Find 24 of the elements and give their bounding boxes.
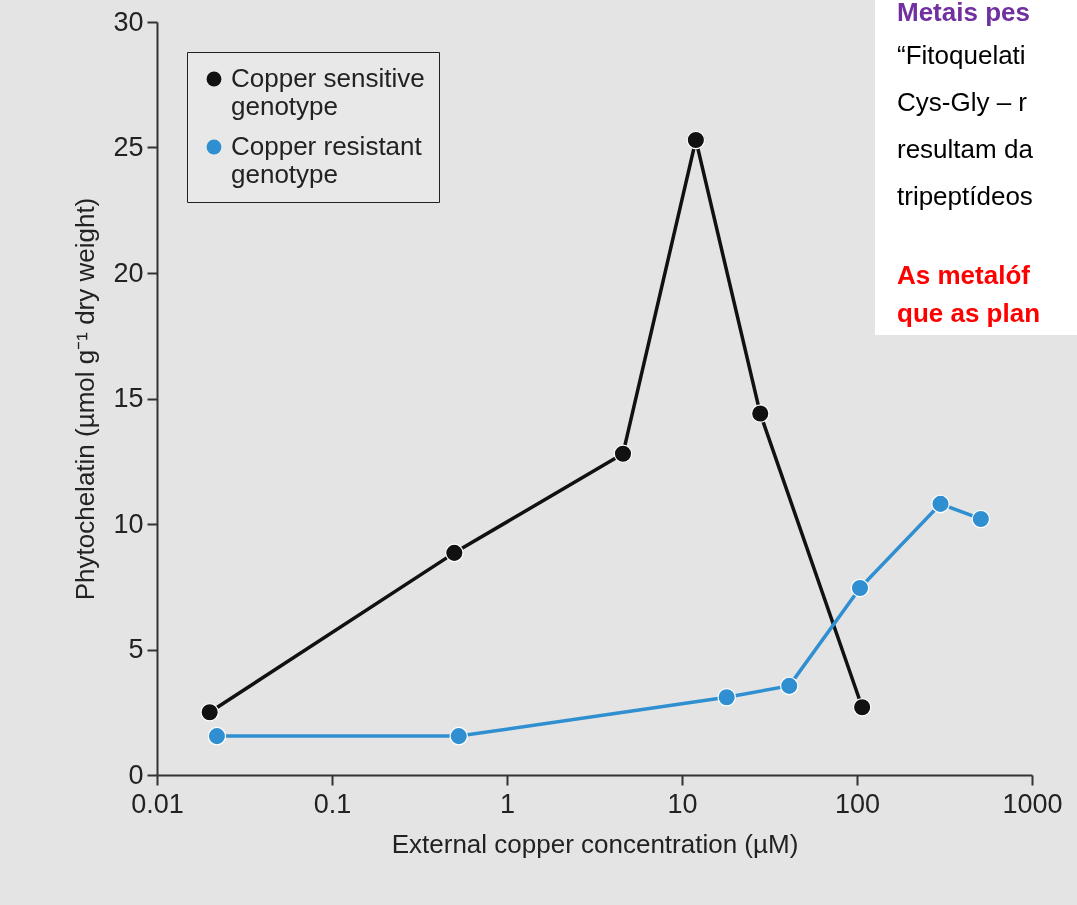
annotation: As metalóf [897,259,1031,292]
x-tick-label: 0.01 [131,788,184,819]
annotation: resultam da [897,133,1034,166]
legend-label: Copper resistant genotype [231,131,423,189]
y-tick-label: 20 [113,257,144,288]
x-tick-label: 100 [834,788,881,819]
y-tick-label: 30 [113,6,144,37]
annotation: que as plan [897,297,1042,330]
x-axis-title: External copper concentration (µM) [391,828,799,859]
x-tick-label: 0.1 [313,788,352,819]
x-tick-label: 10 [667,788,698,819]
y-tick-label: 15 [113,383,144,413]
annotation: Cys-Gly – r [897,86,1028,119]
y-tick-label: 10 [113,508,144,539]
annotation: Metais pes [897,0,1031,29]
annotation: tripeptídeos [897,180,1034,213]
x-tick-label: 1 [499,788,516,819]
x-tick-label: 1000 [1002,788,1063,819]
y-tick-label: 5 [128,634,144,664]
y-axis-title: Phytochelatin (µmol g⁻¹ dry weight) [70,197,101,601]
annotation: “Fitoquelati [897,39,1027,72]
y-tick-label: 0 [128,759,144,790]
y-tick-label: 25 [113,132,144,162]
legend-label: Copper sensitive genotype [231,63,425,121]
